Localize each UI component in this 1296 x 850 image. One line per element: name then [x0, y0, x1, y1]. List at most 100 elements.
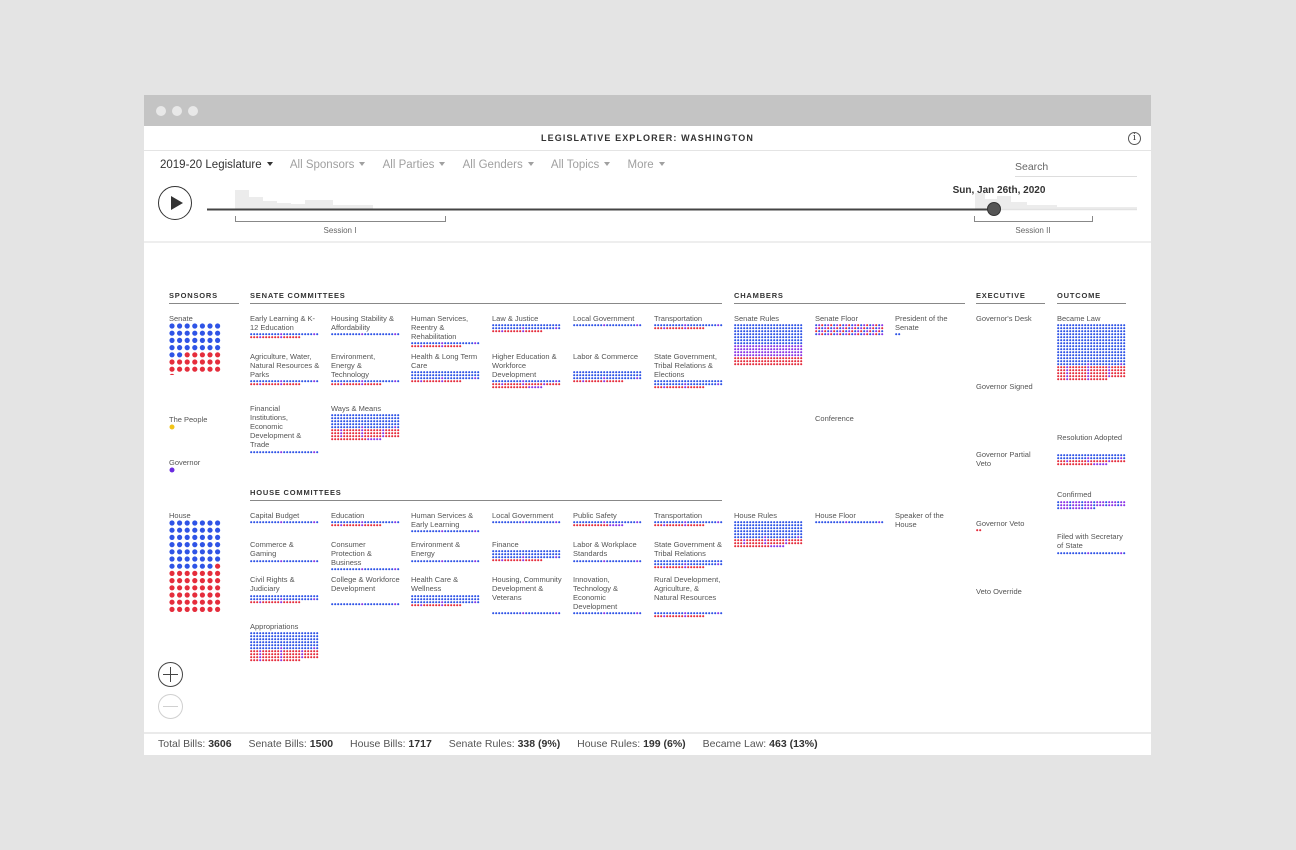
topics-dropdown[interactable]: All Topics [551, 159, 611, 171]
house-committee-13-label[interactable]: College & Workforce Development [331, 575, 400, 593]
chamber-senate-rules-label[interactable]: Senate Rules [734, 314, 780, 323]
bill-dot [465, 601, 468, 604]
bill-dot [177, 520, 183, 526]
bill-dot [379, 383, 382, 386]
senate-committee-12-label[interactable]: Financial Institutions, Economic Develop… [250, 404, 302, 449]
bill-dot [1117, 454, 1120, 457]
bill-dot [355, 380, 358, 383]
senate-committee-2-label[interactable]: Human Services, Reentry & Rehabilitation [411, 314, 469, 341]
chamber-speaker-label[interactable]: Speaker of the House [895, 511, 944, 529]
house-committee-12-label[interactable]: Civil Rights & Judiciary [250, 575, 295, 593]
genders-dropdown[interactable]: All Genders [463, 159, 534, 171]
window-minimize-dot[interactable] [172, 106, 182, 116]
house-committee-17-label[interactable]: Rural Development, Agriculture, & Natura… [654, 575, 721, 602]
window-maximize-dot[interactable] [188, 106, 198, 116]
more-dropdown[interactable]: More [628, 159, 665, 171]
house-committee-16-label[interactable]: Innovation, Technology & Economic Develo… [573, 575, 619, 611]
senate-committee-5-label[interactable]: Transportation [654, 314, 703, 323]
senate-committee-13-label[interactable]: Ways & Means [331, 404, 382, 413]
senate-committee-6-label[interactable]: Agriculture, Water, Natural Resources & … [250, 352, 320, 379]
bill-dot [737, 539, 740, 542]
bill-dot [657, 383, 660, 386]
outcome-filed-label[interactable]: Filed with Secretary of State [1057, 532, 1123, 550]
search-input[interactable] [1015, 158, 1137, 177]
bill-dot [752, 539, 755, 542]
chamber-president-label[interactable]: President of the Senate [895, 314, 948, 332]
senate-committee-7-label[interactable]: Environment, Energy & Technology [331, 352, 376, 379]
house-committee-9-label[interactable]: Finance [492, 540, 519, 549]
info-icon[interactable]: i [1128, 132, 1141, 145]
sponsor-senate-label[interactable]: Senate [169, 314, 193, 323]
house-committee-11-label[interactable]: State Government & Tribal Relations [654, 540, 722, 558]
sponsor-people-label[interactable]: The People [169, 415, 208, 424]
house-committee-8-label[interactable]: Environment & Energy [411, 540, 461, 558]
house-committee-14-label[interactable]: Health Care & Wellness [411, 575, 459, 593]
senate-committee-3-label[interactable]: Law & Justice [492, 314, 539, 323]
senate-committee-4-label[interactable]: Local Government [573, 314, 635, 323]
bill-dot [669, 327, 672, 330]
executive-partial-veto-label[interactable]: Governor Partial Veto [976, 450, 1031, 468]
house-committee-7-label[interactable]: Consumer Protection & Business [331, 540, 372, 567]
bill-dot [588, 524, 591, 527]
house-committee-5-label[interactable]: Transportation [654, 511, 703, 520]
bill-dot [1102, 363, 1105, 366]
bill-dot [1105, 336, 1108, 339]
bill-dot [1123, 454, 1126, 457]
outcome-became-law-label[interactable]: Became Law [1057, 314, 1101, 323]
senate-committee-11-label[interactable]: State Government, Tribal Relations & Ele… [654, 352, 717, 379]
house-committee-2-label[interactable]: Human Services & Early Learning [411, 511, 474, 529]
bill-dot [420, 374, 423, 377]
bill-dot [687, 560, 690, 563]
executive-signed-label[interactable]: Governor Signed [976, 382, 1033, 391]
bill-dot [1072, 360, 1075, 363]
bill-dot [534, 380, 537, 383]
senate-committee-9-label[interactable]: Higher Education & Workforce Development [492, 352, 557, 379]
house-committee-15-label[interactable]: Housing, Community Development & Veteran… [492, 575, 562, 602]
bill-dot [1060, 454, 1063, 457]
bill-dot [441, 560, 444, 563]
house-committee-0-label[interactable]: Capital Budget [250, 511, 300, 520]
outcome-confirmed-label[interactable]: Confirmed [1057, 490, 1092, 499]
senate-committee-1-label[interactable]: Housing Stability & Affordability [331, 314, 394, 332]
bill-dot [839, 333, 842, 336]
senate-committee-10-label[interactable]: Labor & Commerce [573, 352, 639, 361]
house-committee-6-label[interactable]: Commerce & Gaming [250, 540, 294, 558]
bill-dot [207, 592, 213, 598]
chamber-conference-label[interactable]: Conference [815, 414, 854, 423]
parties-dropdown[interactable]: All Parties [383, 159, 446, 171]
outcome-resolution-label[interactable]: Resolution Adopted [1057, 433, 1123, 442]
sponsors-dropdown[interactable]: All Sponsors [290, 159, 366, 171]
executive-desk-label[interactable]: Governor's Desk [976, 314, 1032, 323]
bill-dot [382, 414, 385, 417]
chamber-senate-floor-label[interactable]: Senate Floor [815, 314, 858, 323]
bill-dot [699, 327, 702, 330]
window-close-dot[interactable] [156, 106, 166, 116]
chamber-house-floor-label[interactable]: House Floor [815, 511, 856, 520]
play-button[interactable] [158, 186, 192, 220]
executive-veto-label[interactable]: Governor Veto [976, 519, 1025, 528]
house-committee-4-label[interactable]: Public Safety [573, 511, 617, 520]
sponsor-governor-label[interactable]: Governor [169, 458, 201, 467]
senate-committee-8-label[interactable]: Health & Long Term Care [411, 352, 478, 370]
house-committee-3-label[interactable]: Local Government [492, 511, 554, 520]
bill-dot [657, 560, 660, 563]
zoom-out-button[interactable] [158, 694, 183, 719]
bill-dot [343, 568, 346, 571]
house-committee-1-label[interactable]: Education [331, 511, 365, 520]
bill-dot [1093, 369, 1096, 372]
bill-dot [298, 383, 301, 386]
bill-dot [579, 377, 582, 380]
legislature-dropdown[interactable]: 2019-20 Legislature [160, 159, 273, 171]
bill-dot [666, 615, 669, 618]
executive-veto-override-label[interactable]: Veto Override [976, 587, 1022, 596]
sponsor-house-label[interactable]: House [169, 511, 191, 520]
bill-dot [749, 363, 752, 366]
chamber-house-rules-label[interactable]: House Rules [734, 511, 777, 520]
house-committee-10-label[interactable]: Labor & Workplace Standards [573, 540, 637, 558]
timeline-handle[interactable] [987, 202, 1001, 216]
bill-dot [681, 521, 684, 524]
house-committee-18-label[interactable]: Appropriations [250, 622, 299, 631]
bill-dot [540, 556, 543, 559]
senate-committee-0-label[interactable]: Early Learning & K-12 Education [250, 314, 316, 332]
zoom-in-button[interactable] [158, 662, 183, 687]
